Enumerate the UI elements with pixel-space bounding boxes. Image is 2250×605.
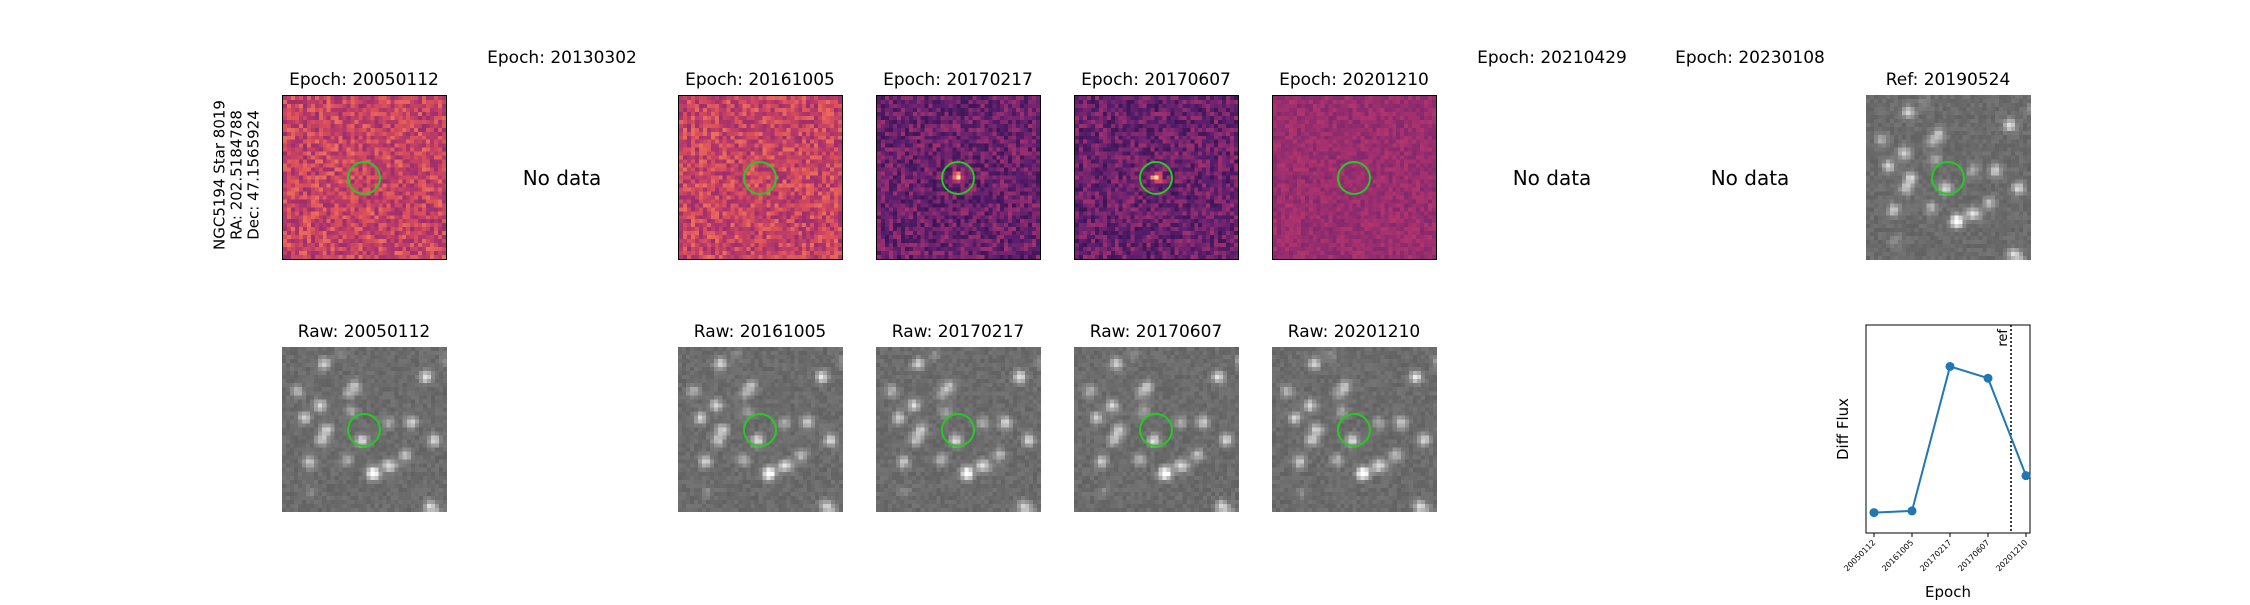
no-data-label: No data bbox=[522, 165, 602, 190]
raw-panel-title: Raw: 20201210 bbox=[1287, 322, 1421, 342]
raw-panel-title: Raw: 20161005 bbox=[693, 322, 827, 342]
object-name: NGC5194 Star 8019 bbox=[210, 100, 229, 250]
target-circle-icon bbox=[347, 412, 381, 447]
top-panel-title: Epoch: 20210429 bbox=[1477, 48, 1627, 68]
raw-panel-3 bbox=[1073, 347, 1239, 512]
data-point bbox=[1869, 508, 1879, 518]
target-circle-icon bbox=[1139, 160, 1173, 195]
target-circle-icon bbox=[743, 412, 777, 447]
top-panel-2 bbox=[677, 95, 843, 260]
top-panel-title: Ref: 20190524 bbox=[1885, 70, 2011, 90]
data-point bbox=[1983, 373, 1993, 383]
no-data-label: No data bbox=[1710, 165, 1790, 190]
target-circle-icon bbox=[1139, 412, 1173, 447]
target-circle-icon bbox=[347, 160, 381, 195]
target-circle-icon bbox=[941, 160, 975, 195]
x-tick-label: 20201210 bbox=[1994, 538, 2029, 573]
target-circle-icon bbox=[743, 160, 777, 195]
target-circle-icon bbox=[1337, 412, 1371, 447]
object-ra: RA: 202.5184788 bbox=[227, 110, 246, 240]
top-panel-title: Epoch: 20170217 bbox=[883, 70, 1033, 90]
no-data-label: No data bbox=[1512, 165, 1592, 190]
top-panel-8 bbox=[1865, 95, 2031, 260]
x-tick-label: 20161005 bbox=[1880, 538, 1915, 573]
top-panel-title: Epoch: 20201210 bbox=[1279, 70, 1429, 90]
target-circle-icon bbox=[941, 412, 975, 447]
raw-panel-4 bbox=[1271, 347, 1437, 512]
series-line bbox=[1873, 365, 2027, 514]
raw-panel-2 bbox=[875, 347, 1041, 512]
x-tick-label: 20170607 bbox=[1956, 538, 1991, 573]
ref-label: ref bbox=[1996, 329, 2011, 347]
x-axis-label: Epoch bbox=[1925, 583, 1971, 601]
top-panel-5 bbox=[1271, 95, 1437, 260]
y-axis-label: Diff Flux bbox=[1834, 398, 1852, 460]
x-tick-label: 20050112 bbox=[1842, 538, 1877, 573]
object-dec: Dec: 47.1565924 bbox=[244, 110, 263, 240]
top-panel-title: Epoch: 20230108 bbox=[1675, 48, 1825, 68]
x-tick-label: 20170217 bbox=[1918, 538, 1953, 573]
target-circle-icon bbox=[1931, 160, 1965, 195]
top-panel-0 bbox=[281, 95, 447, 260]
lightcurve-chart: ref 20050112 20161005 20170217 20170607 20201… bbox=[1834, 324, 2031, 601]
raw-panel-1 bbox=[677, 347, 843, 512]
top-panel-title: Epoch: 20161005 bbox=[685, 70, 835, 90]
raw-panel-0 bbox=[281, 347, 447, 512]
plot-frame bbox=[1865, 324, 2031, 534]
raw-panel-title: Raw: 20050112 bbox=[297, 322, 431, 342]
object-label: NGC5194 Star 8019 RA: 202.5184788 Dec: 4… bbox=[210, 100, 263, 250]
target-circle-icon bbox=[1337, 160, 1371, 195]
raw-panel-title: Raw: 20170217 bbox=[891, 322, 1025, 342]
top-panel-title: Epoch: 20050112 bbox=[289, 70, 439, 90]
top-panel-title: Epoch: 20130302 bbox=[487, 48, 637, 68]
top-panel-3 bbox=[875, 95, 1041, 260]
data-point bbox=[2021, 471, 2031, 481]
top-panel-title: Epoch: 20170607 bbox=[1081, 70, 1231, 90]
top-panel-4 bbox=[1073, 95, 1239, 260]
raw-panel-title: Raw: 20170607 bbox=[1089, 322, 1223, 342]
data-point bbox=[1945, 361, 1955, 371]
data-point bbox=[1907, 506, 1917, 516]
